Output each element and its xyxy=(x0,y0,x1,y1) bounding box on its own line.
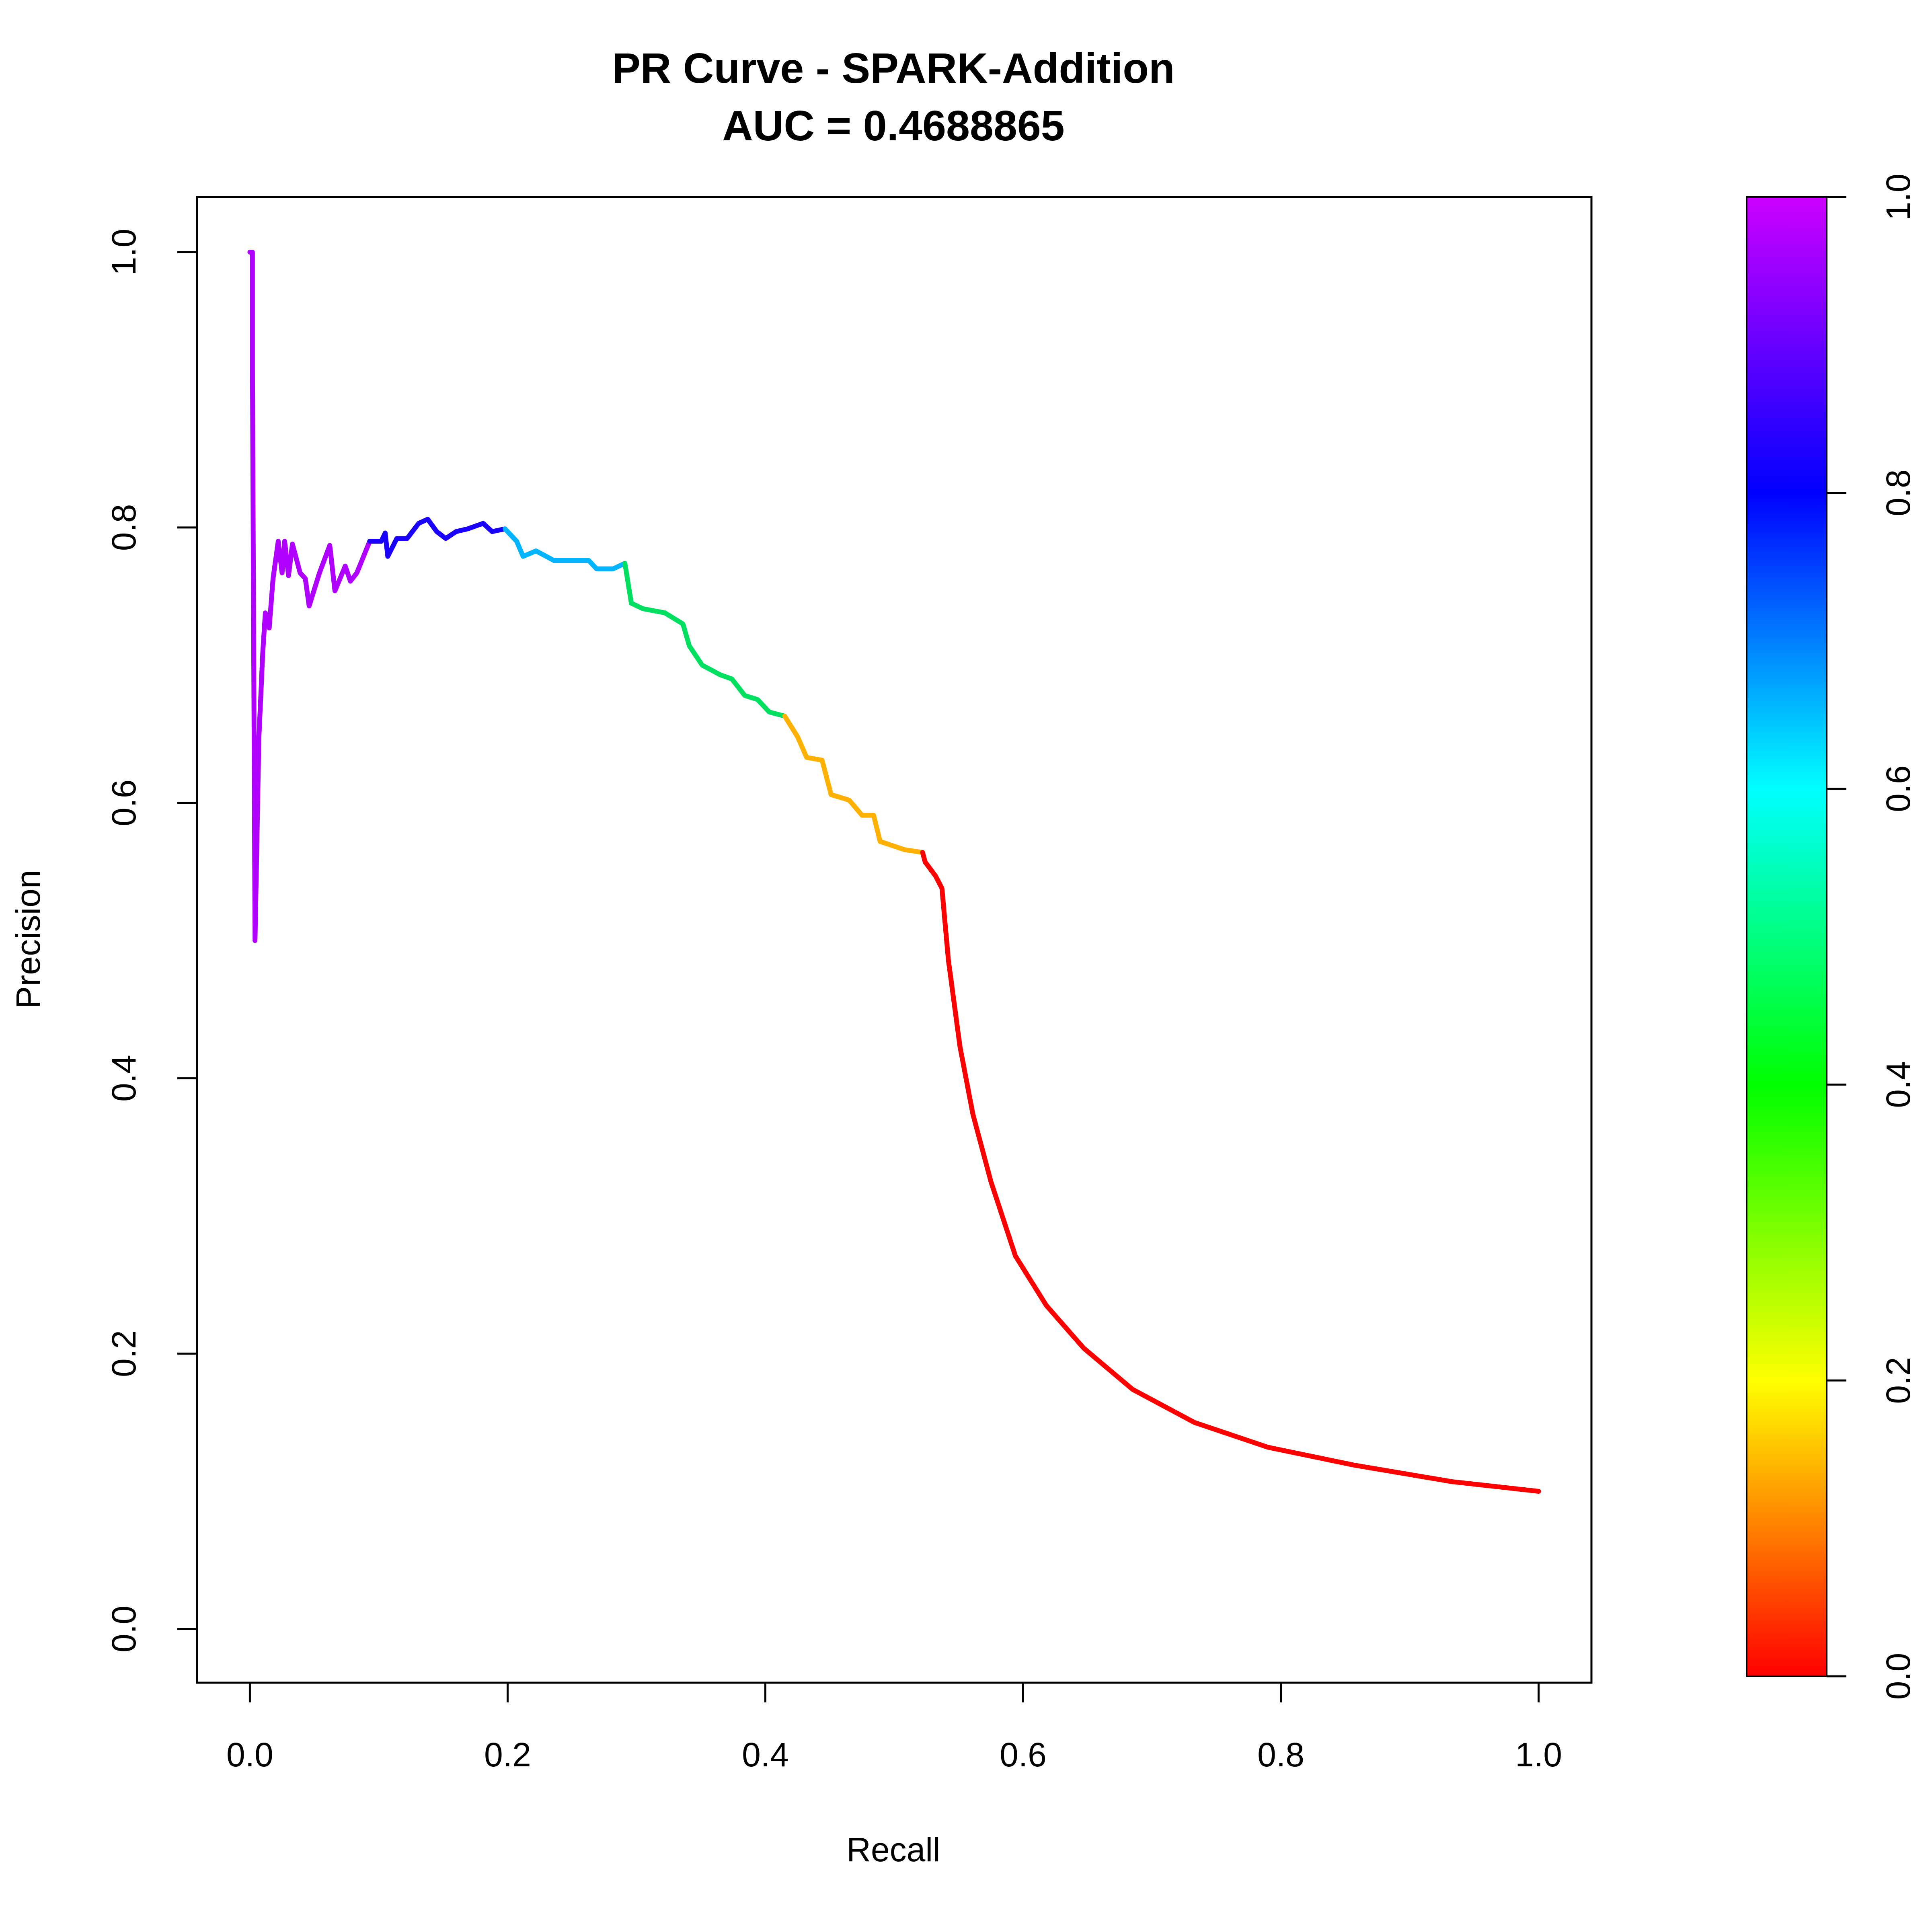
y-tick-label: 1.0 xyxy=(105,229,143,276)
pr-curve xyxy=(379,517,508,559)
y-tick-label: 0.0 xyxy=(105,1606,143,1653)
pr-curve xyxy=(629,601,787,719)
pr-curve xyxy=(514,539,628,571)
x-tick-label: 0.4 xyxy=(742,1736,789,1774)
plot-frame xyxy=(196,196,1593,1684)
y-tick-label: 0.2 xyxy=(105,1330,143,1377)
colorbar-tick-label: 0.4 xyxy=(1879,1061,1917,1108)
colorbar-tick-label: 0.0 xyxy=(1879,1653,1917,1700)
curve-connector xyxy=(622,561,634,606)
x-tick-label: 1.0 xyxy=(1515,1736,1562,1774)
colorbar-tick-label: 0.6 xyxy=(1879,765,1917,812)
colorbar-tick-label: 0.2 xyxy=(1879,1357,1917,1404)
y-tick-label: 0.6 xyxy=(105,779,143,826)
y-tick-label: 0.8 xyxy=(105,504,143,551)
x-axis-label: Recall xyxy=(846,1831,940,1868)
chart-subtitle: AUC = 0.4688865 xyxy=(722,102,1065,150)
y-axis-label: Precision xyxy=(9,870,47,1008)
pr-curve xyxy=(795,734,925,855)
x-tick-label: 0.2 xyxy=(484,1736,531,1774)
colorbar-tick-label: 1.0 xyxy=(1879,174,1917,221)
curve-connector xyxy=(782,714,800,739)
curve-connector xyxy=(503,526,519,544)
pr-curve xyxy=(247,249,372,943)
chart-title: PR Curve - SPARK-Addition xyxy=(612,45,1175,92)
x-tick-label: 0.6 xyxy=(1000,1736,1047,1774)
x-tick-label: 0.0 xyxy=(226,1736,273,1774)
y-tick-label: 0.4 xyxy=(105,1055,143,1102)
x-tick-label: 0.8 xyxy=(1257,1736,1304,1774)
pr-curve xyxy=(922,860,1541,1494)
colorbar xyxy=(1746,196,1827,1677)
colorbar-tick-label: 0.8 xyxy=(1879,469,1917,516)
